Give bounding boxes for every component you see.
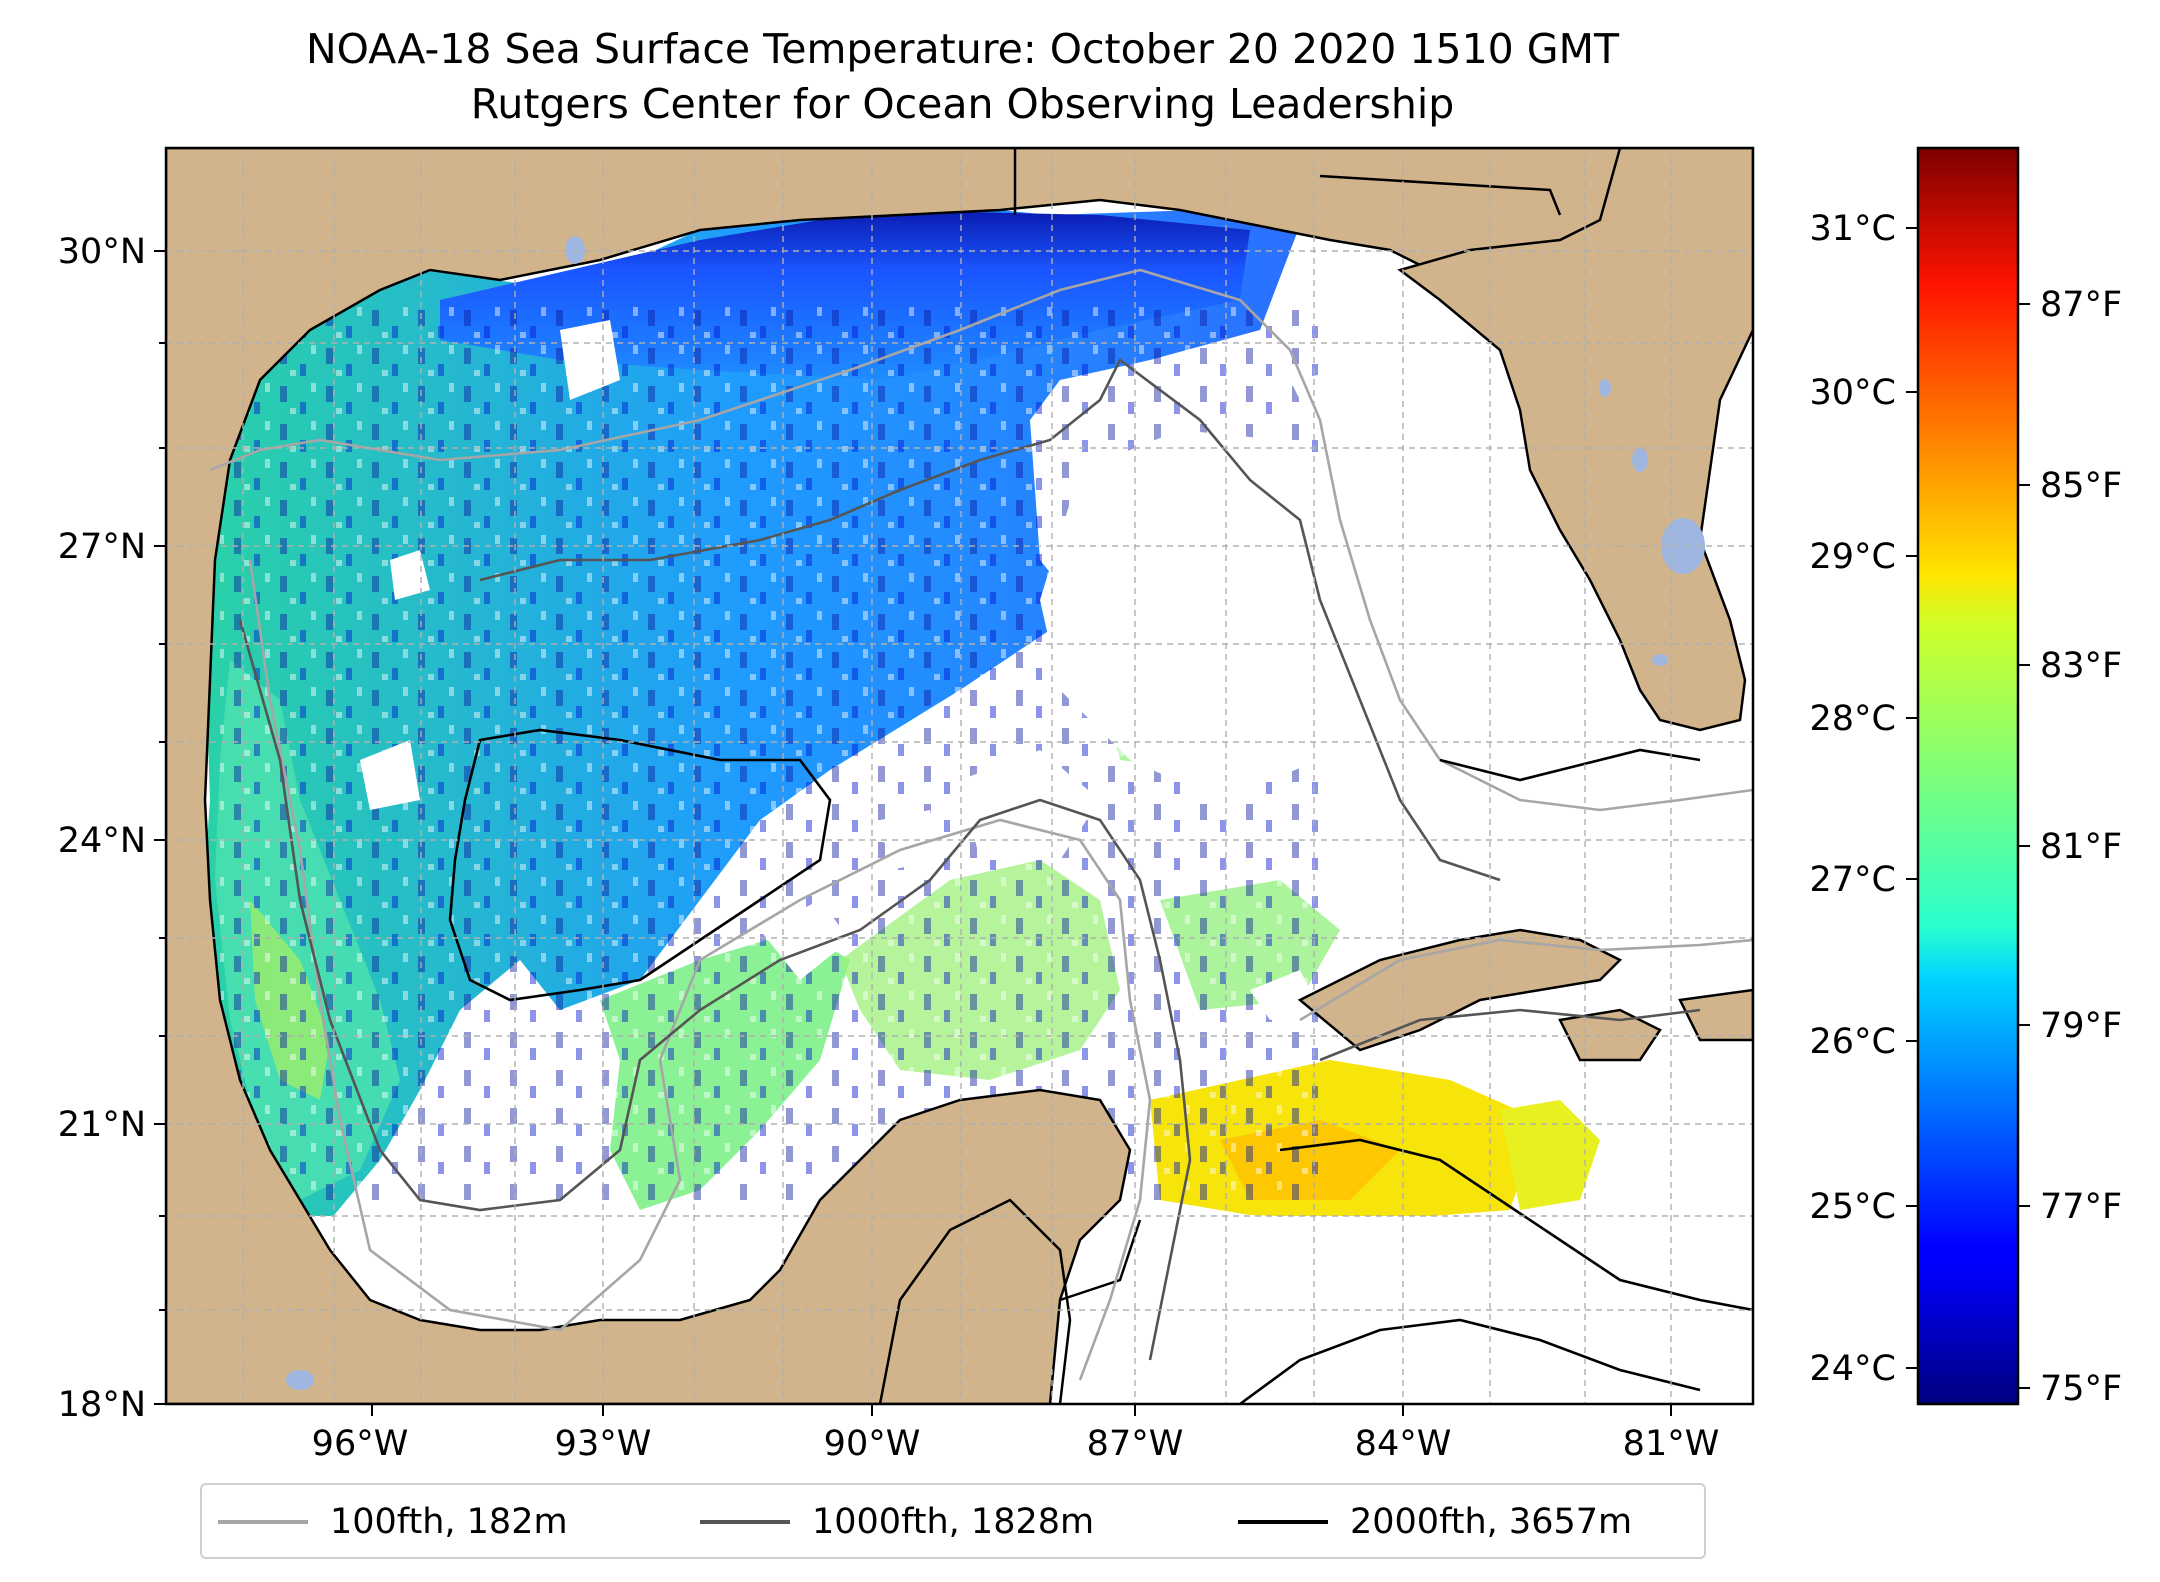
celsius-label: 31°C: [1810, 209, 1896, 249]
lat-label: 24°N: [58, 821, 146, 861]
contour-legend: 100fth, 182m 1000fth, 1828m 2000fth, 365…: [200, 1483, 1706, 1559]
fahrenheit-label: 83°F: [2040, 646, 2122, 686]
lon-label: 87°W: [1087, 1424, 1184, 1464]
water-bodies: [286, 236, 1705, 1390]
map-panel: [166, 148, 1753, 1404]
map-subtitle: Rutgers Center for Ocean Observing Leade…: [470, 80, 1455, 128]
celsius-label: 27°C: [1810, 860, 1896, 900]
legend-label: 100fth, 182m: [330, 1502, 568, 1542]
celsius-label: 30°C: [1810, 373, 1896, 413]
fahrenheit-label: 75°F: [2040, 1369, 2122, 1409]
legend-item-1000fth: 1000fth, 1828m: [700, 1497, 1094, 1547]
celsius-label: 25°C: [1810, 1187, 1896, 1227]
lon-ticks: [371, 1404, 1672, 1416]
fahrenheit-label: 81°F: [2040, 827, 2122, 867]
celsius-labels: 31°C 30°C 29°C 28°C 27°C 26°C 25°C 24°C: [1810, 209, 1896, 1389]
lon-labels: 96°W 93°W 90°W 87°W 84°W 81°W: [312, 1424, 1720, 1464]
celsius-label: 28°C: [1810, 699, 1896, 739]
lon-label: 96°W: [312, 1424, 409, 1464]
bathymetry-contours: [209, 268, 1753, 1404]
legend-item-2000fth: 2000fth, 3657m: [1238, 1497, 1632, 1547]
fahrenheit-label: 85°F: [2040, 466, 2122, 506]
lon-label: 81°W: [1623, 1424, 1720, 1464]
lat-ticks: [154, 250, 166, 1405]
celsius-label: 26°C: [1810, 1022, 1896, 1062]
lat-label: 18°N: [58, 1385, 146, 1425]
lat-label: 21°N: [58, 1105, 146, 1145]
colorbar-celsius-ticks: [1906, 227, 1918, 1369]
map-title: NOAA-18 Sea Surface Temperature: October…: [305, 25, 1619, 73]
fahrenheit-label: 77°F: [2040, 1187, 2122, 1227]
fahrenheit-label: 87°F: [2040, 285, 2122, 325]
colorbar-gradient: [1916, 146, 2020, 1406]
legend-line-swatch: [1238, 1520, 1328, 1524]
lon-label: 84°W: [1355, 1424, 1452, 1464]
lat-label: 27°N: [58, 527, 146, 567]
lon-label: 90°W: [824, 1424, 921, 1464]
colorbar-fahrenheit-ticks: [2018, 303, 2030, 1389]
legend-item-100fth: 100fth, 182m: [218, 1497, 568, 1547]
land-masses: [166, 148, 1753, 1404]
map-frame: [164, 146, 1755, 1406]
legend-line-swatch: [700, 1520, 790, 1524]
fahrenheit-label: 79°F: [2040, 1006, 2122, 1046]
legend-line-swatch: [218, 1520, 308, 1524]
lon-label: 93°W: [555, 1424, 652, 1464]
celsius-label: 24°C: [1810, 1349, 1896, 1389]
lat-labels: 30°N 27°N 24°N 21°N 18°N: [58, 232, 146, 1425]
fahrenheit-labels: 87°F 85°F 83°F 81°F 79°F 77°F 75°F: [2040, 285, 2122, 1409]
legend-label: 2000fth, 3657m: [1350, 1502, 1633, 1542]
lat-label: 30°N: [58, 232, 146, 272]
legend-label: 1000fth, 1828m: [812, 1502, 1095, 1542]
celsius-label: 29°C: [1810, 537, 1896, 577]
graticule: [166, 148, 1753, 1404]
colorbar: 31°C 30°C 29°C 28°C 27°C 26°C 25°C 24°C …: [1810, 146, 2122, 1409]
borders: [878, 148, 1562, 1404]
